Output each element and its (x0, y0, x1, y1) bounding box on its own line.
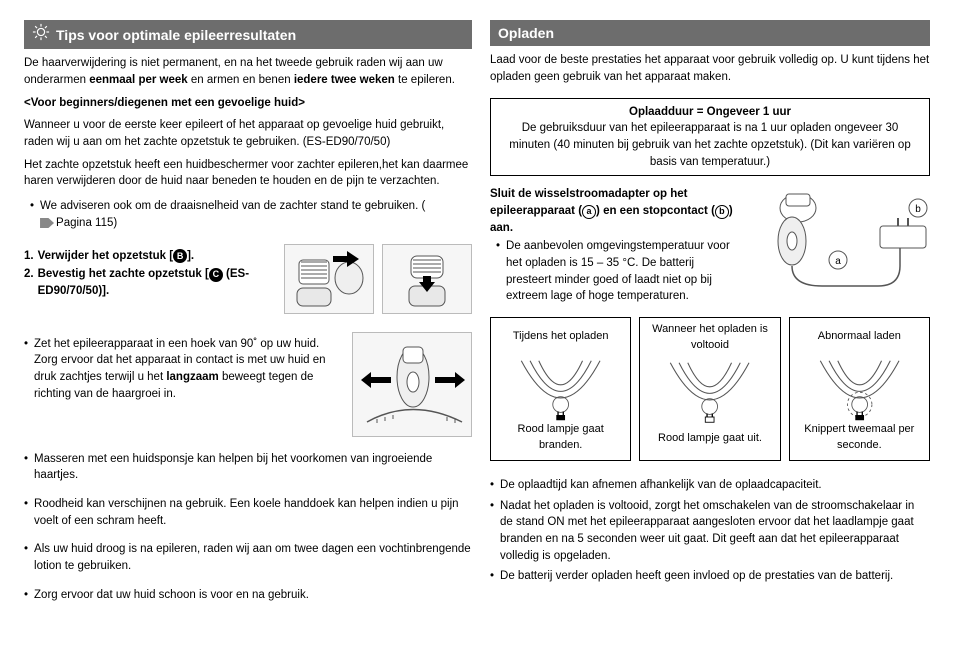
text: ) en een stopcontact ( (596, 205, 715, 217)
bullet-cleanskin: • Zorg ervoor dat uw huid schoon is voor … (24, 587, 472, 604)
text: Zet het epileerapparaat in een hoek van … (34, 336, 342, 403)
state-during: Tijdens het opladen Rood lampje gaat bra… (490, 317, 631, 461)
text: Pagina 115) (56, 215, 117, 232)
figure-attach-gentle (382, 244, 472, 314)
text: Roodheid kan verschijnen na gebruik. Een… (34, 496, 472, 529)
step-number: 2. (24, 266, 34, 299)
text: en armen en benen (188, 74, 294, 86)
step-number: 1. (24, 248, 34, 265)
bullet-dot-icon: • (24, 587, 28, 604)
charge-box-body: De gebruiksduur van het epileerapparaat … (501, 120, 919, 170)
charging-p1: Laad voor de beste prestaties het appara… (490, 52, 930, 85)
text: Verwijder het opzetstuk [ (38, 250, 173, 262)
tips-header-text: Tips voor optimale epileerresultaten (56, 25, 296, 45)
bullet-dot-icon: • (490, 568, 494, 585)
adapter-text: Sluit de wisselstroomadapter op het epil… (490, 186, 740, 307)
label-b-icon: B (173, 249, 187, 263)
tips-p2: Wanneer u voor de eerste keer epileert o… (24, 117, 472, 150)
speed-note: • We adviseren ook om de draaisnelheid v… (30, 198, 472, 234)
adapter-heading: Sluit de wisselstroomadapter op het epil… (490, 186, 740, 236)
bullet-90deg: • Zet het epileerapparaat in een hoek va… (24, 336, 342, 403)
label-b-icon: b (715, 205, 729, 219)
charging-states: Tijdens het opladen Rood lampje gaat bra… (490, 317, 930, 461)
state-caption: Rood lampje gaat branden. (495, 422, 626, 454)
tips-p3: Het zachte opzetstuk heeft een huidbesch… (24, 157, 472, 190)
state-figure (495, 352, 626, 422)
charge-box-title: Oplaadduur = Ongeveer 1 uur (501, 104, 919, 121)
step-figures (284, 244, 472, 314)
text: De oplaadtijd kan afnemen afhankelijk va… (500, 477, 930, 494)
figure-90deg (352, 332, 472, 437)
state-title: Tijdens het opladen (513, 322, 609, 352)
state-figure (644, 354, 775, 424)
note-1: • De oplaadtijd kan afnemen afhankelijk v… (490, 477, 930, 494)
adapter-diagram: a b (750, 186, 930, 306)
step-list: 1. Verwijder het opzetstuk [B]. 2. Beves… (24, 248, 274, 300)
step-text: Verwijder het opzetstuk [B]. (38, 248, 195, 265)
bullet-dot-icon: • (24, 451, 28, 484)
speed-note-text: We adviseren ook om de draaisnelheid van… (40, 198, 472, 234)
text: Masseren met een huidsponsje kan helpen … (34, 451, 472, 484)
sun-icon (32, 23, 50, 46)
page-ref: Pagina 115) (40, 215, 117, 232)
text-bold: eenmaal per week (89, 74, 187, 86)
text: De aanbevolen omgevingstemperatuur voor … (506, 238, 740, 305)
bullet-massage: •Masseren met een huidsponsje kan helpen… (24, 451, 472, 484)
text-bold: langzaam (166, 371, 218, 383)
steps-row: 1. Verwijder het opzetstuk [B]. 2. Beves… (24, 244, 472, 314)
state-title: Abnormaal laden (818, 322, 901, 352)
state-caption: Knippert tweemaal per seconde. (794, 422, 925, 454)
bullet-dot-icon: • (30, 198, 34, 234)
charge-duration-box: Oplaadduur = Ongeveer 1 uur De gebruiksd… (490, 98, 930, 177)
text: te epileren. (395, 74, 455, 86)
state-caption: Rood lampje gaat uit. (658, 424, 762, 454)
left-column: Tips voor optimale epileerresultaten De … (24, 20, 472, 651)
step-1: 1. Verwijder het opzetstuk [B]. (24, 248, 274, 265)
note-3: • De batterij verder opladen heeft geen i… (490, 568, 930, 585)
text: We adviseren ook om de draaisnelheid van… (40, 200, 425, 212)
label-a-icon: a (582, 205, 596, 219)
state-title: Wanneer het opladen is voltooid (644, 322, 775, 354)
charging-notes: • De oplaadtijd kan afnemen afhankelijk v… (490, 477, 930, 589)
tips-header: Tips voor optimale epileerresultaten (24, 20, 472, 49)
svg-text:b: b (915, 204, 921, 215)
step-text: Bevestig het zachte opzetstuk [C (ES-ED9… (38, 266, 274, 299)
text: Bevestig het zachte opzetstuk [ (38, 268, 209, 280)
text: Zorg ervoor dat uw huid schoon is voor e… (34, 587, 472, 604)
bullet-dot-icon: • (490, 498, 494, 565)
step-2: 2. Bevestig het zachte opzetstuk [C (ES-… (24, 266, 274, 299)
bullet-dryskin: •Als uw huid droog is na epileren, raden… (24, 541, 472, 574)
bullet-dot-icon: • (24, 496, 28, 529)
label-c-icon: C (209, 268, 223, 282)
state-abnormal: Abnormaal laden Knippert tweemaal per se… (789, 317, 930, 461)
figure-remove-head (284, 244, 374, 314)
charging-header-text: Opladen (498, 23, 554, 43)
bullet-dot-icon: • (24, 336, 28, 403)
state-figure (794, 352, 925, 422)
bullet-dot-icon: • (24, 541, 28, 574)
text: Nadat het opladen is voltooid, zorgt het… (500, 498, 930, 565)
tips-p1: De haarverwijdering is niet permanent, e… (24, 55, 472, 88)
general-bullets: •Masseren met een huidsponsje kan helpen… (24, 451, 472, 616)
steps-text: 1. Verwijder het opzetstuk [B]. 2. Beves… (24, 244, 274, 304)
text: De batterij verder opladen heeft geen in… (500, 568, 930, 585)
charging-header: Opladen (490, 20, 930, 46)
angle-figure (352, 332, 472, 437)
text-bold: iedere twee weken (294, 74, 395, 86)
text: Als uw huid droog is na epileren, raden … (34, 541, 472, 574)
text: ]. (187, 250, 194, 262)
state-complete: Wanneer het opladen is voltooid Rood lam… (639, 317, 780, 461)
bullet-redness: •Roodheid kan verschijnen na gebruik. Ee… (24, 496, 472, 529)
adapter-bullet: • De aanbevolen omgevingstemperatuur voo… (496, 238, 740, 305)
right-column: Opladen Laad voor de beste prestaties he… (490, 20, 930, 651)
angle-text: • Zet het epileerapparaat in een hoek va… (24, 336, 342, 415)
arrow-icon (40, 218, 54, 228)
angle-row: • Zet het epileerapparaat in een hoek va… (24, 332, 472, 437)
adapter-section: Sluit de wisselstroomadapter op het epil… (490, 186, 930, 307)
bullet-dot-icon: • (490, 477, 494, 494)
beginners-subhead: <Voor beginners/diegenen met een gevoeli… (24, 95, 472, 112)
svg-text:a: a (835, 256, 841, 267)
note-2: •Nadat het opladen is voltooid, zorgt he… (490, 498, 930, 565)
bullet-dot-icon: • (496, 238, 500, 305)
